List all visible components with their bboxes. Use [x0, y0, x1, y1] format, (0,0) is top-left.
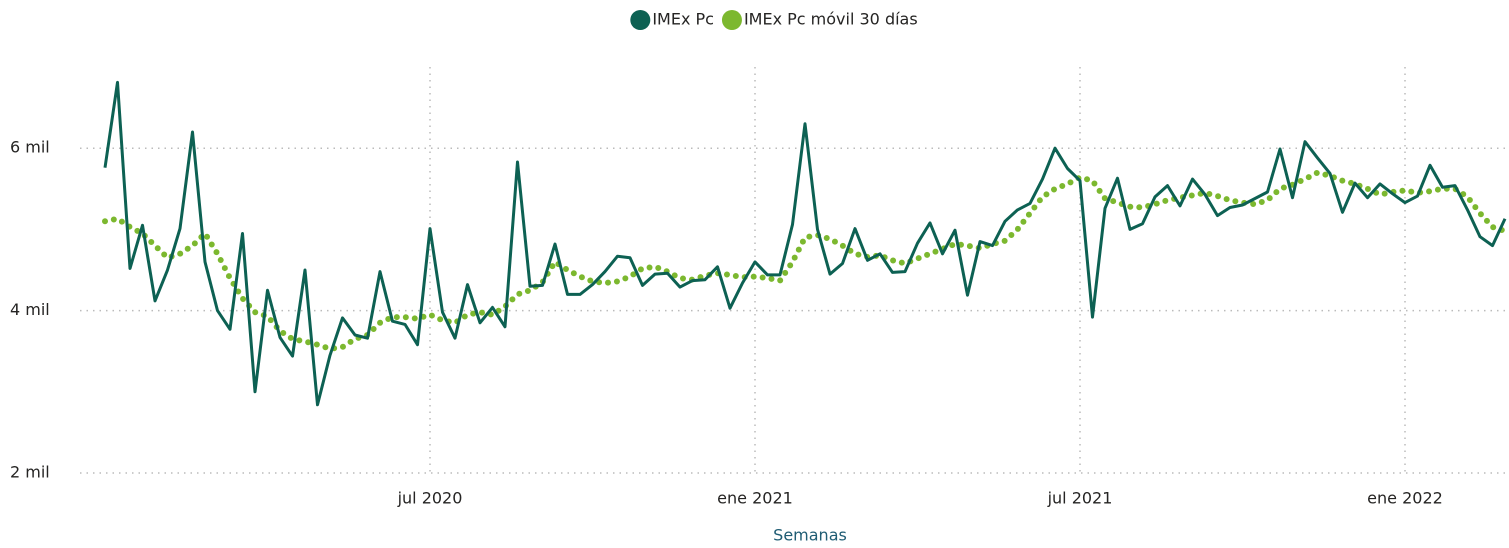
- y-tick-label: 6 mil: [10, 138, 50, 157]
- legend-swatch: [630, 10, 651, 30]
- x-tick-label: ene 2021: [717, 489, 793, 508]
- legend-swatch: [721, 10, 742, 30]
- y-tick-label: 4 mil: [10, 300, 50, 319]
- legend-label: IMEx Pc móvil 30 días: [744, 10, 918, 29]
- x-tick-label: jul 2021: [1047, 489, 1113, 508]
- x-tick-label: jul 2020: [397, 489, 463, 508]
- series-line: [103, 80, 1507, 407]
- legend: IMEx Pc IMEx Pc móvil 30 días: [630, 10, 918, 30]
- x-tick-label: ene 2022: [1367, 489, 1443, 508]
- x-axis-title: Semanas: [773, 526, 847, 545]
- y-tick-label: 2 mil: [10, 463, 50, 482]
- legend-label: IMEx Pc: [652, 10, 714, 29]
- series-line: [102, 169, 1508, 352]
